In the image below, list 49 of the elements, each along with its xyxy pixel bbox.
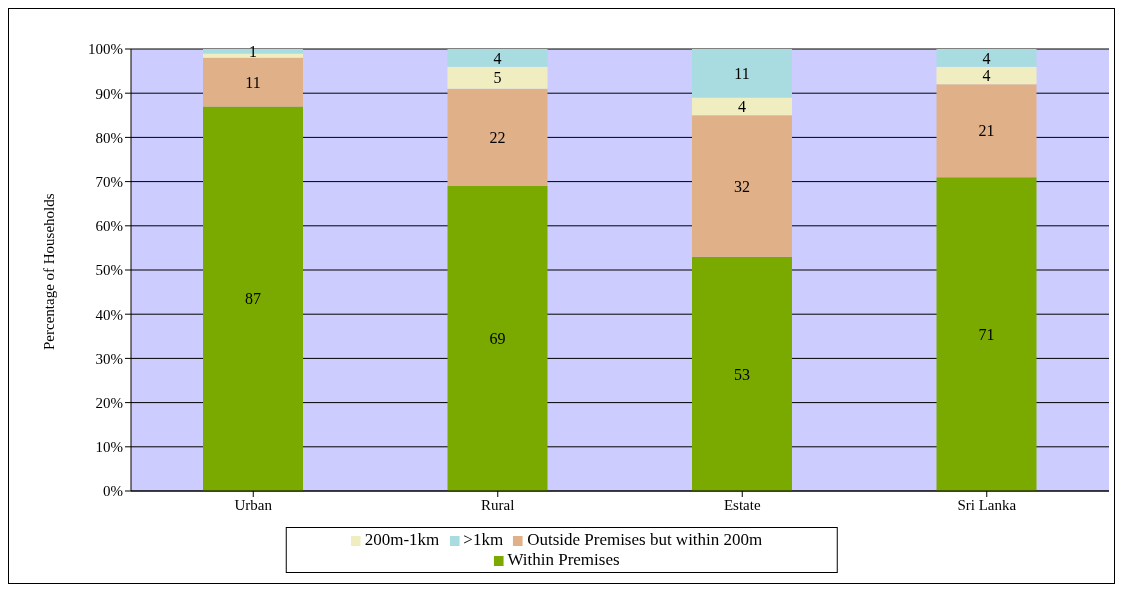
bar	[203, 106, 303, 491]
y-axis-title: Percentage of Households	[41, 193, 58, 350]
y-tick-label: 40%	[95, 306, 123, 323]
y-tick-label: 10%	[95, 439, 123, 456]
bar	[447, 186, 548, 491]
bar	[692, 256, 792, 491]
y-tick-label: 20%	[95, 394, 123, 411]
bar	[447, 66, 548, 89]
x-tick-label: Sri Lanka	[957, 496, 1017, 513]
bar	[692, 49, 792, 98]
data-label: 71	[978, 325, 995, 343]
y-tick-label: 30%	[95, 350, 123, 367]
y-tick-label: 0%	[103, 483, 123, 500]
data-label: 53	[734, 365, 750, 383]
bar	[936, 49, 1037, 67]
data-label: 32	[734, 177, 750, 195]
x-tick-label: Estate	[723, 496, 761, 513]
legend-label: Within Premises	[507, 550, 620, 569]
bar	[936, 84, 1037, 178]
bar	[447, 88, 548, 187]
bar	[936, 177, 1037, 491]
data-label: 69	[489, 330, 506, 348]
data-label: 1	[249, 42, 257, 60]
bar	[692, 115, 792, 257]
x-tick-label: Urban	[234, 496, 273, 513]
y-tick-label: 50%	[95, 262, 123, 279]
data-label: 4	[738, 98, 746, 116]
data-label: 4	[493, 49, 502, 67]
legend-label: >1km	[463, 530, 504, 549]
y-tick-label: 70%	[95, 173, 123, 190]
y-tick-label: 90%	[95, 85, 123, 102]
y-tick-label: 60%	[95, 218, 123, 235]
bar	[936, 66, 1037, 85]
data-label: 21	[978, 122, 995, 140]
data-label: 11	[245, 73, 261, 91]
y-tick-label: 80%	[95, 129, 123, 146]
data-label: 11	[734, 64, 750, 82]
bar	[203, 57, 303, 107]
y-tick-label: 100%	[88, 41, 123, 58]
legend-label: Outside Premises but within 200m	[527, 530, 763, 549]
data-label: 87	[245, 290, 261, 308]
data-label: 5	[493, 69, 502, 87]
x-tick-label: Rural	[481, 496, 515, 513]
bar	[692, 97, 792, 116]
data-label: 4	[982, 67, 991, 85]
data-label: 4	[982, 49, 991, 67]
legend-label: 200m-1km	[364, 530, 440, 549]
data-label: 22	[489, 129, 506, 147]
bar	[447, 49, 548, 67]
